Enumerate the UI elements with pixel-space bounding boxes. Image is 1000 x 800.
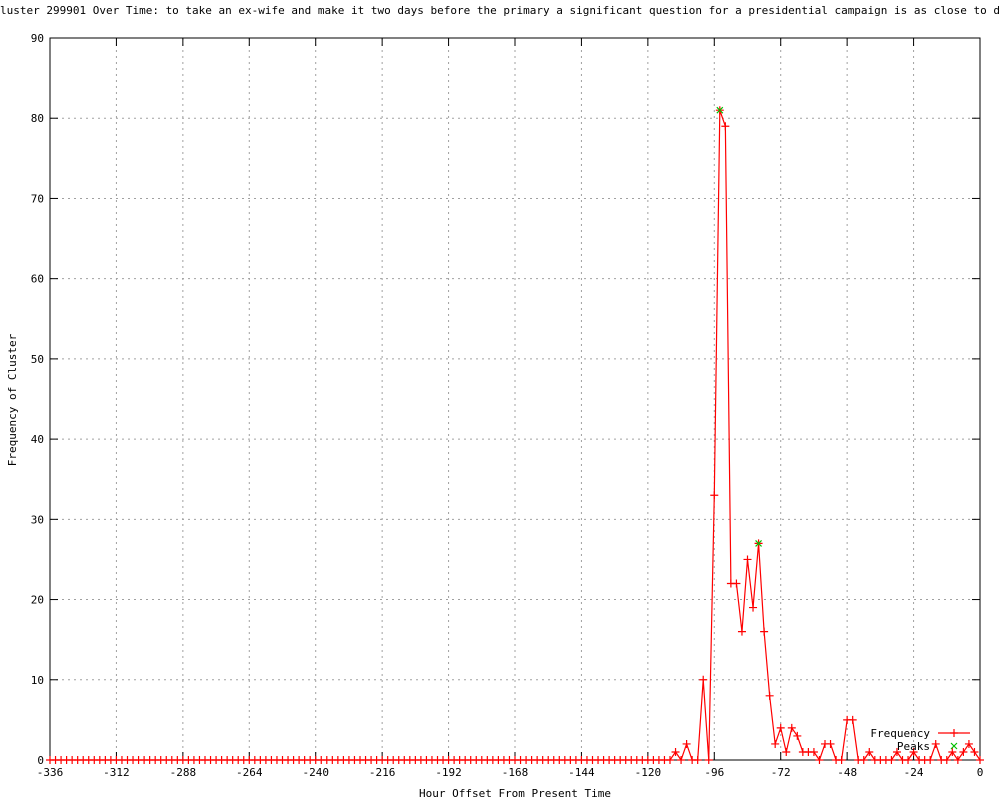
frequency-point [682, 739, 691, 748]
frequency-point [904, 756, 913, 764]
frequency-point [787, 723, 796, 732]
y-axis-label: Frequency of Cluster [6, 333, 19, 466]
frequency-point [776, 723, 785, 732]
y-tick-label: 70 [31, 192, 44, 205]
legend-label-frequency: Frequency [870, 727, 930, 740]
y-tick-label: 90 [31, 32, 44, 45]
frequency-point [892, 747, 901, 756]
x-tick-label: -192 [435, 766, 462, 779]
y-tick-label: 10 [31, 674, 44, 687]
frequency-point [793, 731, 802, 740]
x-tick-label: -336 [37, 766, 64, 779]
frequency-point [721, 122, 730, 131]
frequency-point [699, 675, 708, 684]
frequency-point [671, 747, 680, 756]
y-tick-label: 0 [37, 754, 44, 767]
frequency-point [865, 747, 874, 756]
peak-point [755, 539, 762, 547]
x-tick-label: -288 [170, 766, 197, 779]
y-tick-label: 30 [31, 513, 44, 526]
x-tick-label: -24 [904, 766, 924, 779]
frequency-point [826, 739, 835, 748]
x-tick-label: -48 [837, 766, 857, 779]
frequency-point [859, 756, 868, 764]
frequency-point [666, 756, 674, 764]
frequency-point [732, 579, 741, 588]
frequency-point [782, 747, 791, 756]
frequency-point [970, 747, 979, 756]
frequency-point [953, 756, 962, 764]
x-tick-label: -120 [635, 766, 662, 779]
x-tick-label: -144 [568, 766, 595, 779]
x-tick-label: -96 [704, 766, 724, 779]
frequency-point [959, 747, 968, 756]
legend-marker-frequency [950, 729, 958, 737]
x-tick-label: -216 [369, 766, 396, 779]
grid [50, 38, 980, 760]
frequency-point [677, 756, 686, 764]
frequency-point [710, 491, 719, 500]
y-tick-label: 80 [31, 112, 44, 125]
frequency-point [942, 756, 951, 764]
frequency-point [815, 756, 824, 764]
frequency-point [976, 756, 984, 764]
legend: Frequency Peaks [870, 727, 970, 753]
frequency-point [749, 603, 758, 612]
legend-label-peaks: Peaks [897, 740, 930, 753]
frequency-point [926, 756, 935, 764]
frequency-point [887, 756, 896, 764]
frequency-point [837, 756, 846, 764]
x-tick-label: -264 [236, 766, 263, 779]
frequency-point [848, 715, 857, 724]
frequency-point [809, 747, 818, 756]
peak-point [716, 106, 724, 114]
frequency-point [931, 739, 940, 748]
frequency-point [760, 627, 769, 636]
x-tick-label: 0 [977, 766, 984, 779]
y-tick-label: 20 [31, 594, 44, 607]
frequency-point [964, 739, 973, 748]
frequency-point [771, 739, 780, 748]
frequency-point [737, 627, 746, 636]
frequency-point [704, 756, 713, 764]
ticks: -336 -312 -288 -264 -240 -216 -192 -168 -144 -120… [31, 32, 984, 779]
chart-title: luster 299901 Over Time: to take an ex-w… [0, 4, 1000, 17]
frequency-point [765, 691, 774, 700]
x-tick-label: -72 [771, 766, 791, 779]
x-tick-label: -168 [502, 766, 529, 779]
y-tick-label: 50 [31, 353, 44, 366]
frequency-point [948, 747, 957, 756]
x-axis-label: Hour Offset From Present Time [419, 787, 611, 800]
legend-marker-peaks [950, 742, 958, 750]
frequency-point [693, 756, 702, 764]
frequency-point [743, 555, 752, 564]
y-tick-label: 60 [31, 273, 44, 286]
y-tick-label: 40 [31, 433, 44, 446]
series [46, 106, 984, 764]
x-tick-label: -312 [103, 766, 130, 779]
x-tick-label: -240 [302, 766, 329, 779]
frequency-point [909, 747, 918, 756]
